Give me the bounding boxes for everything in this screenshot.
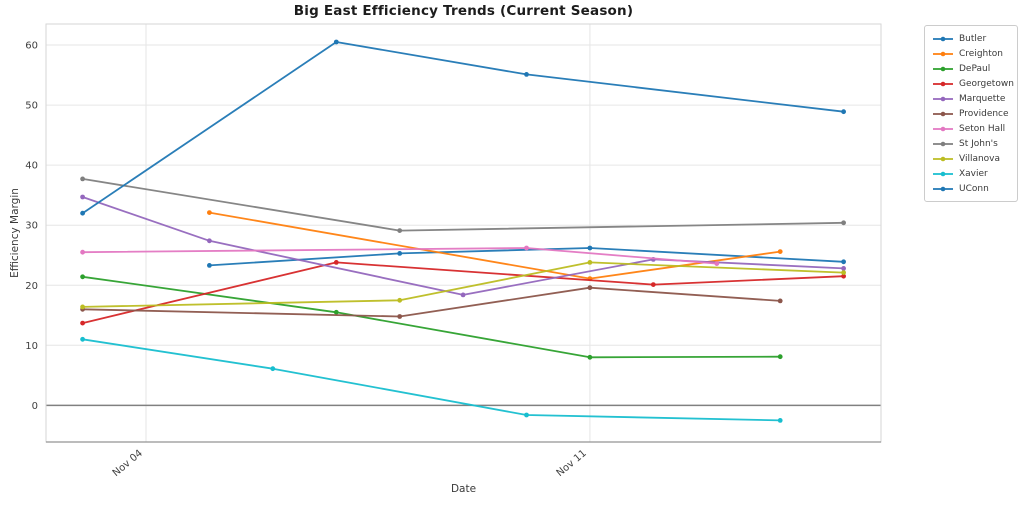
legend-item-villanova: Villanova [932, 151, 1011, 166]
y-axis-label: Efficiency Margin [9, 188, 21, 278]
legend-line-marker-icon [933, 111, 953, 116]
y-tick-label: 0 [32, 401, 38, 412]
data-point-villanova [587, 260, 593, 265]
legend-line-marker-icon [933, 156, 953, 161]
legend-label: UConn [959, 183, 989, 194]
data-point-uconn [80, 210, 85, 216]
legend-item-providence: Providence [932, 106, 1011, 121]
series-line-xavier [81, 338, 782, 422]
legend-label: Marquette [959, 93, 1006, 104]
data-point-uconn [524, 72, 529, 77]
series-line-depaul [81, 275, 782, 359]
data-point-butler [587, 245, 593, 251]
data-point-uconn [841, 109, 846, 115]
legend-item-depaul: DePaul [932, 61, 1011, 76]
plot-border [45, 23, 882, 443]
legend-label: Georgetown [959, 78, 1014, 89]
data-point-creighton [207, 210, 212, 216]
legend-item-marquette: Marquette [932, 91, 1011, 106]
legend-item-uconn: UConn [932, 181, 1011, 196]
data-point-xavier [777, 418, 783, 423]
data-point-georgetown [80, 320, 85, 326]
legend-label: Villanova [959, 153, 1001, 164]
legend-label: DePaul [959, 63, 991, 74]
series-line-uconn [81, 41, 845, 215]
chart-title: Big East Efficiency Trends (Current Seas… [293, 3, 634, 19]
legend-line-marker-icon [933, 141, 953, 146]
legend-label: Butler [959, 33, 987, 44]
legend-label: Providence [959, 108, 1009, 119]
data-point-uconn [333, 39, 339, 45]
data-point-villanova [841, 270, 846, 275]
series-line-georgetown [81, 261, 845, 325]
data-point-seton-hall [714, 261, 720, 266]
data-point-georgetown [333, 260, 339, 265]
x-axis-label: Date [450, 483, 477, 495]
data-point-providence [397, 314, 403, 319]
data-point-marquette [841, 266, 846, 271]
series-line-marquette [81, 196, 845, 296]
data-point-xavier [270, 366, 276, 372]
legend-line-marker-icon [933, 126, 953, 131]
data-point-xavier [524, 412, 529, 418]
legend-line-marker-icon [933, 186, 953, 191]
legend-line-marker-icon [933, 51, 953, 56]
data-point-st-john-s [80, 176, 85, 182]
legend-label: Creighton [959, 48, 1003, 59]
legend-item-butler: Butler [932, 31, 1011, 46]
legend-item-seton-hall: Seton Hall [932, 121, 1011, 136]
data-point-depaul [587, 354, 593, 360]
data-point-seton-hall [80, 249, 85, 255]
y-tick-label: 20 [25, 281, 38, 292]
data-point-depaul [777, 354, 783, 360]
data-point-providence [777, 298, 783, 304]
data-point-creighton [777, 249, 783, 255]
legend-line-marker-icon [933, 66, 953, 71]
legend-label: Xavier [959, 168, 988, 179]
series-line-providence [81, 286, 782, 318]
series-line-st-john-s [81, 177, 845, 232]
data-point-providence [587, 285, 593, 291]
data-point-georgetown [650, 282, 656, 287]
data-point-marquette [207, 238, 212, 244]
legend-item-creighton: Creighton [932, 46, 1011, 61]
data-point-georgetown [841, 273, 846, 279]
legend-item-xavier: Xavier [932, 166, 1011, 181]
y-tick-label: 30 [25, 221, 38, 232]
series-line-villanova [81, 261, 845, 308]
data-point-marquette [460, 292, 466, 298]
data-point-depaul [80, 274, 85, 280]
data-point-st-john-s [841, 220, 846, 226]
legend-line-marker-icon [933, 36, 953, 41]
legend-line-marker-icon [933, 96, 953, 101]
series-line-butler [208, 247, 845, 267]
data-point-villanova [397, 297, 403, 303]
data-point-st-john-s [397, 228, 403, 234]
data-point-seton-hall [524, 245, 529, 251]
legend-item-georgetown: Georgetown [932, 76, 1014, 91]
legend-line-marker-icon [933, 81, 953, 86]
data-point-butler [207, 263, 212, 268]
legend-label: St John's [959, 138, 998, 149]
data-point-marquette [80, 194, 85, 200]
data-point-butler [397, 251, 403, 256]
series-line-creighton [208, 211, 782, 280]
y-tick-label: 60 [25, 41, 38, 52]
y-tick-label: 40 [25, 161, 38, 172]
x-tick-label: Nov 04 [111, 448, 145, 479]
legend: Butler Creighton DePaul Georgetown Marquette… [924, 25, 1018, 202]
legend-label: Seton Hall [959, 123, 1006, 134]
y-tick-label: 10 [25, 341, 38, 352]
y-tick-label: 50 [25, 101, 38, 112]
data-point-villanova [80, 304, 85, 310]
data-point-depaul [333, 309, 339, 315]
data-point-xavier [80, 336, 85, 342]
legend-item-st-john-s: St John's [932, 136, 1011, 151]
data-point-butler [841, 259, 846, 265]
legend-line-marker-icon [933, 171, 953, 176]
x-tick-label: Nov 11 [555, 448, 589, 479]
